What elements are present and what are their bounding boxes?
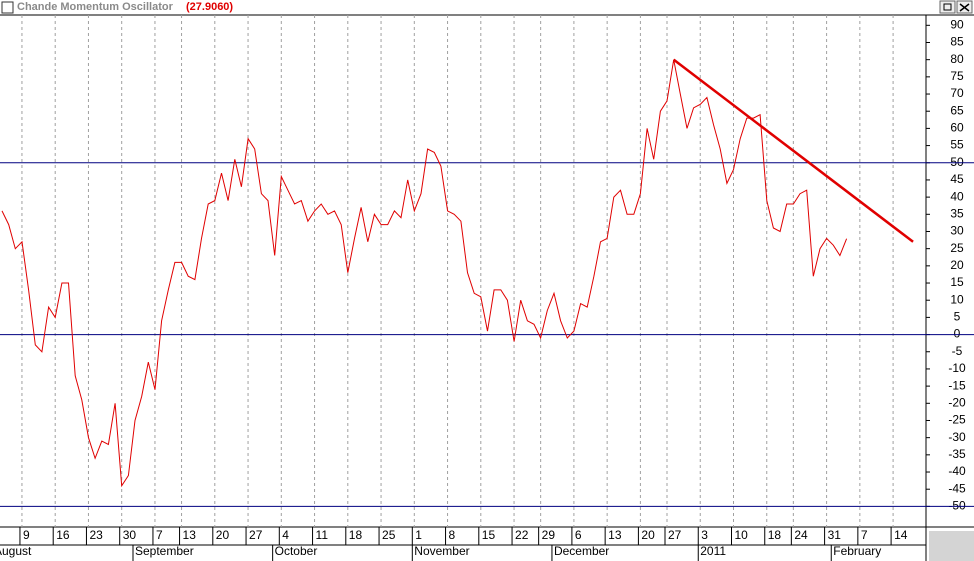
- y-tick-label: 85: [950, 35, 964, 49]
- y-tick-label: -30: [948, 430, 966, 444]
- x-tick-label: 20: [641, 528, 655, 542]
- x-tick-label: 7: [861, 528, 868, 542]
- y-tick-label: 40: [950, 189, 964, 203]
- y-tick-label: 35: [950, 206, 964, 220]
- x-tick-label: 10: [735, 528, 749, 542]
- x-tick-label: 25: [382, 528, 396, 542]
- x-tick-label: 18: [349, 528, 363, 542]
- current-value: (27.9060): [186, 1, 233, 13]
- y-tick-label: 90: [950, 17, 964, 31]
- x-tick-label: 15: [482, 528, 496, 542]
- y-tick-label: -10: [948, 361, 966, 375]
- trendline: [672, 58, 914, 243]
- x-tick-label: 22: [515, 528, 529, 542]
- x-tick-label: 27: [249, 528, 263, 542]
- y-tick-label: -20: [948, 395, 966, 409]
- chart-title: Chande Momentum Oscillator: [17, 1, 174, 13]
- x-tick-label: 18: [768, 528, 782, 542]
- x-tick-label: 14: [894, 528, 908, 542]
- y-tick-label: 25: [950, 241, 964, 255]
- y-tick-label: 10: [950, 292, 964, 306]
- x-tick-label: 13: [608, 528, 622, 542]
- month-label: August: [0, 544, 32, 558]
- x-tick-label: 24: [794, 528, 808, 542]
- y-tick-label: -35: [948, 447, 966, 461]
- y-tick-label: 60: [950, 121, 964, 135]
- window-icon[interactable]: [1, 1, 14, 14]
- y-tick-label: -25: [948, 413, 966, 427]
- x-tick-label: 13: [183, 528, 197, 542]
- month-label: February: [833, 544, 881, 558]
- y-tick-label: 65: [950, 103, 964, 117]
- x-tick-label: 23: [89, 528, 103, 542]
- y-tick-label: -50: [948, 499, 966, 513]
- y-tick-label: 45: [950, 172, 964, 186]
- y-tick-label: 50: [950, 155, 964, 169]
- x-tick-label: 7: [156, 528, 163, 542]
- y-tick-label: -5: [952, 344, 963, 358]
- restore-button[interactable]: [939, 0, 956, 14]
- y-tick-label: -45: [948, 481, 966, 495]
- x-tick-label: 11: [316, 528, 329, 542]
- corner-box: [929, 531, 974, 561]
- y-tick-label: 5: [954, 310, 961, 324]
- x-tick-label: 4: [282, 528, 289, 542]
- y-tick-label: 15: [950, 275, 964, 289]
- x-tick-label: 29: [542, 528, 556, 542]
- month-label: October: [275, 544, 318, 558]
- month-label: November: [414, 544, 469, 558]
- restore-icon: [943, 3, 952, 11]
- x-tick-label: 3: [701, 528, 708, 542]
- x-tick-label: 30: [123, 528, 137, 542]
- y-tick-label: 55: [950, 138, 964, 152]
- y-tick-label: 75: [950, 69, 964, 83]
- month-label: 2011: [700, 544, 726, 558]
- y-tick-label: 70: [950, 86, 964, 100]
- month-label: September: [135, 544, 194, 558]
- y-tick-label: -15: [948, 378, 966, 392]
- x-tick-label: 6: [575, 528, 582, 542]
- x-tick-label: 8: [449, 528, 456, 542]
- x-tick-label: 16: [56, 528, 70, 542]
- close-icon: [959, 3, 970, 12]
- oscillator-line: [1, 59, 848, 488]
- y-tick-label: 0: [954, 327, 961, 341]
- y-tick-label: 30: [950, 224, 964, 238]
- x-tick-label: 20: [216, 528, 230, 542]
- x-tick-label: 27: [668, 528, 682, 542]
- y-tick-label: 20: [950, 258, 964, 272]
- y-tick-label: 80: [950, 52, 964, 66]
- x-tick-label: 31: [828, 528, 842, 542]
- month-label: December: [554, 544, 609, 558]
- x-tick-label: 9: [23, 528, 30, 542]
- x-tick-label: 1: [415, 528, 422, 542]
- y-tick-label: -40: [948, 464, 966, 478]
